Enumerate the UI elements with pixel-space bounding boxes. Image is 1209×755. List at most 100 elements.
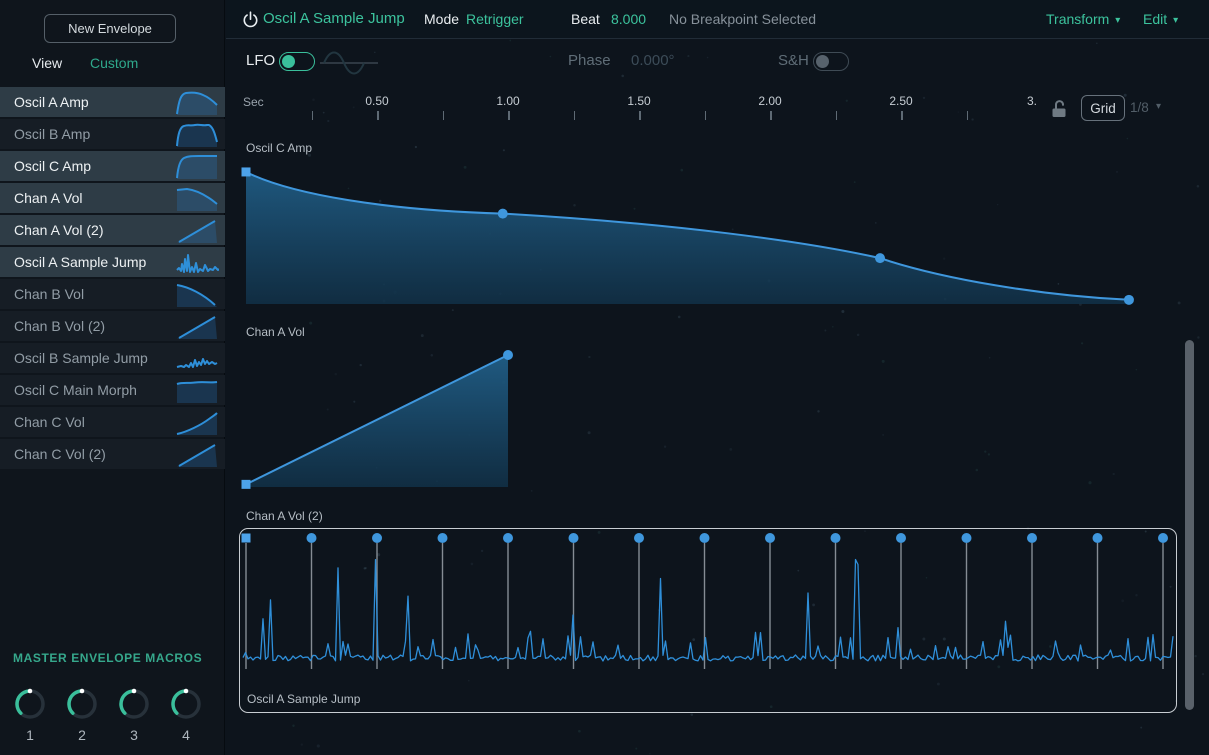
breakpoint-square-handle[interactable] bbox=[241, 533, 251, 543]
lfo-label: LFO bbox=[246, 52, 276, 69]
spiky-wave-thumbnail-icon bbox=[176, 254, 219, 273]
selected-envelope-title[interactable]: Oscil A Sample Jump bbox=[263, 10, 405, 27]
envelope-lanes-canvas[interactable] bbox=[226, 39, 1209, 755]
unlocked-padlock-icon[interactable] bbox=[1050, 99, 1068, 119]
sidebar-item-chan-c-vol-2-[interactable]: Chan C Vol (2) bbox=[0, 439, 225, 469]
lfo-toggle[interactable] bbox=[279, 52, 315, 71]
ruler-time-label: 3. bbox=[1026, 94, 1037, 108]
tab-custom[interactable]: Custom bbox=[90, 55, 139, 71]
sidebar-item-oscil-c-main-morph[interactable]: Oscil C Main Morph bbox=[0, 375, 225, 405]
transform-menu[interactable]: Transform ▾ bbox=[1046, 11, 1121, 27]
macro-knob-number: 4 bbox=[182, 727, 190, 743]
breakpoint-handle[interactable] bbox=[1092, 533, 1103, 543]
sidebar-item-label: Chan A Vol bbox=[14, 190, 83, 206]
macro-knob-number: 2 bbox=[78, 727, 86, 743]
chevron-down-icon[interactable]: ▾ bbox=[1156, 101, 1162, 112]
sidebar-item-oscil-a-amp[interactable]: Oscil A Amp bbox=[0, 87, 225, 117]
breakpoint-handle[interactable] bbox=[1027, 533, 1037, 543]
breakpoint-square-handle[interactable] bbox=[241, 479, 251, 489]
breakpoint-handle[interactable] bbox=[503, 350, 513, 360]
envelope-sidebar: New Envelope View Custom Oscil A Amp Osci… bbox=[0, 0, 225, 755]
ruler-unit-label: Sec bbox=[243, 95, 264, 109]
power-icon[interactable] bbox=[242, 11, 259, 28]
envelope-list: Oscil A Amp Oscil B Amp Oscil C Amp Chan A … bbox=[0, 87, 225, 471]
phase-value[interactable]: 0.000° bbox=[631, 52, 675, 69]
sidebar-item-label: Chan B Vol bbox=[14, 286, 85, 302]
sidebar-item-label: Chan C Vol bbox=[14, 414, 85, 430]
sidebar-item-label: Oscil B Amp bbox=[14, 126, 91, 142]
phase-label: Phase bbox=[568, 52, 611, 69]
vertical-scrollbar-thumb[interactable] bbox=[1185, 340, 1194, 710]
mode-value[interactable]: Retrigger bbox=[466, 11, 524, 27]
sidebar-item-oscil-a-sample-jump[interactable]: Oscil A Sample Jump bbox=[0, 247, 225, 277]
lane-label-oscil-c-amp: Oscil C Amp bbox=[246, 141, 313, 155]
attack-plateau-curve-thumbnail-icon bbox=[176, 123, 218, 147]
ruler-tick bbox=[573, 111, 575, 120]
ruler-tick bbox=[835, 111, 837, 120]
tab-view[interactable]: View bbox=[32, 55, 63, 71]
sine-wave-icon[interactable] bbox=[318, 47, 380, 79]
selected-lane-outline bbox=[239, 528, 1177, 713]
sidebar-item-oscil-b-amp[interactable]: Oscil B Amp bbox=[0, 119, 225, 149]
ruler-tick bbox=[966, 111, 968, 120]
breakpoint-handle[interactable] bbox=[699, 533, 710, 543]
macro-knob-number: 3 bbox=[130, 727, 138, 743]
edit-menu[interactable]: Edit ▾ bbox=[1143, 11, 1179, 27]
breakpoint-handle[interactable] bbox=[503, 533, 513, 543]
new-envelope-button[interactable]: New Envelope bbox=[44, 14, 176, 43]
breakpoint-handle[interactable] bbox=[568, 533, 579, 543]
breakpoint-handle[interactable] bbox=[1158, 533, 1168, 543]
sidebar-item-label: Oscil A Sample Jump bbox=[14, 254, 147, 270]
breakpoint-handle[interactable] bbox=[1123, 294, 1134, 305]
breakpoint-square-handle[interactable] bbox=[241, 167, 251, 177]
hold-decay-curve-thumbnail-icon bbox=[176, 188, 218, 211]
sample-jump-waveform[interactable] bbox=[242, 558, 1174, 662]
sidebar-item-oscil-b-sample-jump[interactable]: Oscil B Sample Jump bbox=[0, 343, 225, 373]
breakpoint-handle[interactable] bbox=[437, 533, 448, 543]
sidebar-item-chan-b-vol[interactable]: Chan B Vol bbox=[0, 279, 225, 309]
sidebar-item-chan-b-vol-2-[interactable]: Chan B Vol (2) bbox=[0, 311, 225, 341]
envelope-topbar: Oscil A Sample Jump Mode Retrigger Beat … bbox=[226, 0, 1209, 39]
chan-a-vol-envelope-curve[interactable] bbox=[245, 171, 1129, 301]
breakpoint-handle[interactable] bbox=[765, 533, 775, 543]
breakpoint-handle[interactable] bbox=[634, 533, 644, 543]
sidebar-item-oscil-c-amp[interactable]: Oscil C Amp bbox=[0, 151, 225, 181]
breakpoint-handle[interactable] bbox=[830, 533, 841, 543]
sidebar-item-label: Chan C Vol (2) bbox=[14, 446, 106, 462]
breakpoint-handle[interactable] bbox=[875, 253, 886, 264]
breakpoint-status: No Breakpoint Selected bbox=[669, 11, 817, 27]
sample-hold-label: S&H bbox=[778, 52, 809, 69]
breakpoint-handle[interactable] bbox=[372, 533, 382, 543]
grid-button[interactable]: Grid bbox=[1081, 95, 1125, 121]
chevron-down-icon: ▾ bbox=[1115, 15, 1121, 26]
chan-a-vol-2-envelope-curve[interactable] bbox=[245, 354, 509, 486]
lane-label-chan-a-vol: Chan A Vol bbox=[246, 325, 305, 339]
sidebar-item-chan-a-vol-2-[interactable]: Chan A Vol (2) bbox=[0, 215, 225, 245]
sidebar-item-label: Oscil C Amp bbox=[14, 158, 92, 174]
macro-knob-3[interactable] bbox=[117, 687, 151, 721]
breakpoint-handle[interactable] bbox=[497, 208, 508, 219]
beat-value[interactable]: 8.000 bbox=[611, 11, 647, 27]
chan-a-vol-envelope-fill[interactable] bbox=[246, 172, 1129, 304]
breakpoint-handle[interactable] bbox=[896, 533, 906, 543]
macro-knob-1[interactable] bbox=[13, 687, 47, 721]
sidebar-item-label: Oscil A Amp bbox=[14, 94, 89, 110]
breakpoint-handle[interactable] bbox=[306, 533, 317, 543]
small-spiky-wave-thumbnail-icon bbox=[176, 358, 218, 368]
ruler-tick bbox=[442, 111, 444, 120]
grid-division-value[interactable]: 1/8 bbox=[1130, 100, 1149, 115]
lane-label-chan-a-vol-2-: Chan A Vol (2) bbox=[246, 509, 323, 523]
ruler-tick bbox=[377, 111, 379, 120]
macro-knob-4[interactable] bbox=[169, 687, 203, 721]
attack-hold-curve-thumbnail-icon bbox=[176, 155, 217, 179]
ramp-up-curve-thumbnail-icon bbox=[177, 316, 217, 339]
mode-label: Mode bbox=[424, 11, 460, 27]
sidebar-item-chan-a-vol[interactable]: Chan A Vol bbox=[0, 183, 225, 213]
macro-knob-2[interactable] bbox=[65, 687, 99, 721]
sample-hold-toggle[interactable] bbox=[813, 52, 849, 71]
breakpoint-handle[interactable] bbox=[961, 533, 972, 543]
sidebar-item-chan-c-vol[interactable]: Chan C Vol bbox=[0, 407, 225, 437]
sidebar-item-label: Chan B Vol (2) bbox=[14, 318, 106, 334]
ramp-up-curve-thumbnail-icon bbox=[177, 220, 217, 243]
